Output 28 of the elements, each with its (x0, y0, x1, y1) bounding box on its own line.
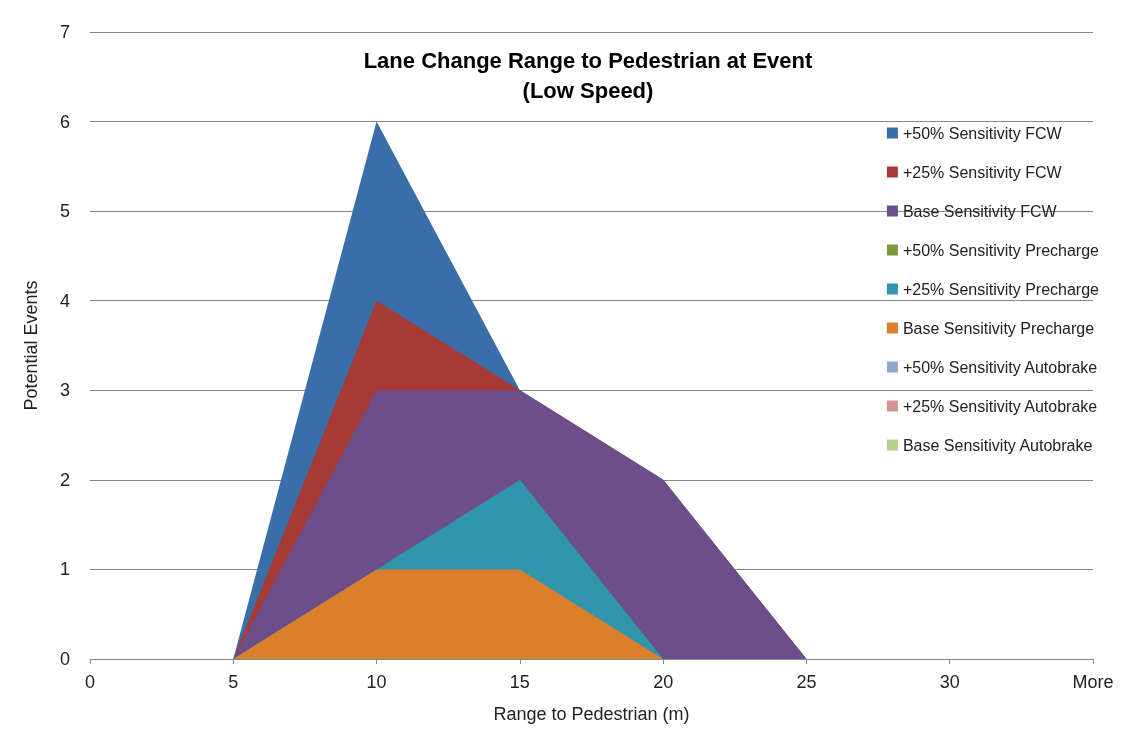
x-tick-label: 30 (939, 672, 960, 692)
y-tick-label: 6 (59, 111, 70, 132)
legend-label: +50% Sensitivity Autobrake (902, 358, 1098, 376)
legend-label: Base Sensitivity Autobrake (902, 436, 1093, 454)
x-tick-label: 5 (228, 672, 239, 692)
legend-label: +25% Sensitivity Precharge (902, 280, 1100, 298)
legend-label: +50% Sensitivity FCW (902, 124, 1063, 142)
y-axis-title: Potential Events (21, 280, 41, 411)
x-tick-label: 0 (84, 672, 96, 692)
y-tick-label: 2 (59, 469, 70, 490)
y-tick-label: 5 (59, 201, 70, 222)
y-tick-label: 7 (59, 22, 70, 42)
x-tick-label: 20 (653, 672, 674, 692)
text: Lane Change Range to Pedestrian at Event (Low Speed) (363, 47, 813, 103)
x-tick-label: More (1072, 672, 1114, 692)
x-tick-label: 10 (366, 672, 387, 692)
legend-label: +25% Sensitivity FCW (902, 163, 1063, 181)
legend-label: Base Sensitivity FCW (902, 202, 1058, 220)
y-tick-label: 1 (59, 559, 70, 580)
y-tick-label: 0 (59, 649, 70, 669)
y-tick-label: 3 (59, 380, 70, 401)
x-tick-label: 15 (509, 672, 530, 692)
legend-label: +25% Sensitivity Autobrake (902, 397, 1098, 415)
legend-label: Base Sensitivity Precharge (902, 319, 1095, 337)
x-axis-title: Range to Pedestrian (m) (493, 704, 690, 724)
x-tick-label: 25 (796, 672, 817, 692)
legend-label: +50% Sensitivity Precharge (902, 241, 1100, 259)
y-tick-label: 4 (59, 290, 70, 311)
